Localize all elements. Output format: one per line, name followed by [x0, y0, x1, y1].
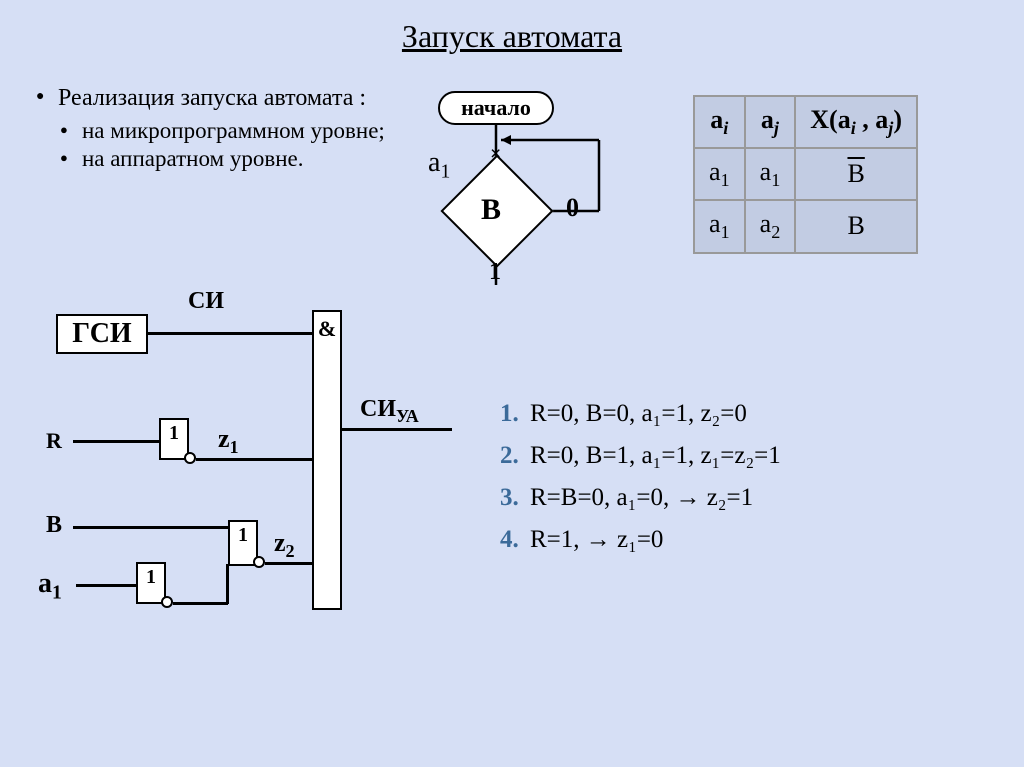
circuit-diagram: ГСИ СИ & СИУА R 1 z1 B a1 1 1 z2	[38, 280, 508, 650]
bullet-sub2: на аппаратном уровне.	[36, 146, 386, 172]
page-title: Запуск автомата	[0, 0, 1024, 55]
equation-list: 1.R=0, B=0, a₁=1, z₂=0 2.R=0, B=1, a₁=1,…	[500, 400, 781, 568]
eq-2: 2.R=0, B=1, a₁=1, z₁=z₂=1	[500, 442, 781, 470]
tbl-hdr-x: X(ai , aj)	[795, 96, 917, 148]
tbl-hdr-aj: aj	[745, 96, 796, 148]
and-gate: &	[312, 310, 342, 610]
tbl-r1c3: B	[795, 148, 917, 200]
r-label: R	[46, 428, 62, 454]
si-label: СИ	[188, 288, 224, 315]
tbl-r1c2: a1	[745, 148, 796, 200]
eq-3: 3.R=B=0, a₁=0, → z₂=1	[500, 484, 781, 512]
bullet-list: Реализация запуска автомата : на микропр…	[36, 85, 386, 174]
state-table: ai aj X(ai , aj) a1 a1 B a1 a2 B	[693, 95, 918, 254]
flow-x-mark: ×	[490, 143, 501, 166]
tbl-r2c3: B	[795, 200, 917, 252]
a1-label: a1	[38, 568, 62, 605]
flow-zero: 0	[566, 193, 579, 223]
eq-1: 1.R=0, B=0, a₁=1, z₂=0	[500, 400, 781, 428]
tbl-r2c1: a1	[694, 200, 745, 252]
z1-label: z1	[218, 424, 239, 458]
flowchart: начало B a1 × 0 1	[383, 85, 653, 285]
bullet-sub1: на микропрограммном уровне;	[36, 118, 386, 144]
tbl-r1c1: a1	[694, 148, 745, 200]
bullet-main: Реализация запуска автомата :	[36, 85, 386, 112]
tbl-hdr-ai: ai	[694, 96, 745, 148]
b-label: B	[46, 512, 62, 539]
siua-label: СИУА	[360, 396, 419, 427]
flow-decision-label: B	[481, 193, 501, 227]
flow-a1-label: a1	[428, 147, 450, 184]
tbl-r2c2: a2	[745, 200, 796, 252]
gsi-box: ГСИ	[56, 314, 148, 354]
z2-label: z2	[274, 528, 295, 562]
eq-4: 4.R=1, → z₁=0	[500, 526, 781, 554]
flow-start: начало	[438, 91, 554, 125]
